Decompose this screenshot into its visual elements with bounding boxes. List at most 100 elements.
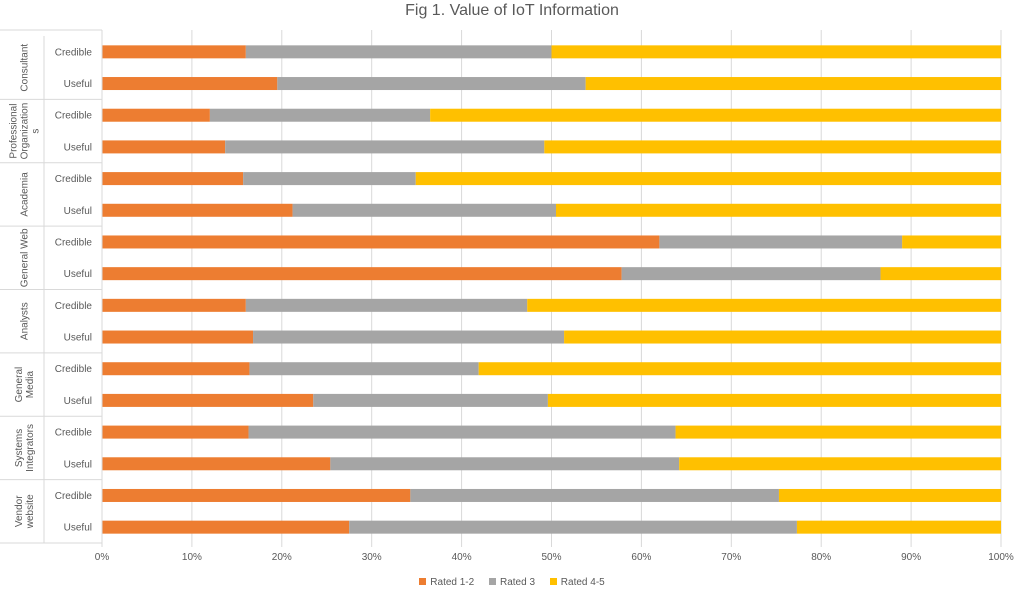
legend-item-rated-3: Rated 3: [488, 576, 536, 590]
bar-consultant-credible-rated-1-2: [102, 45, 246, 59]
row-label-vendor-website-useful: Useful: [64, 523, 92, 534]
row-label-consultant-useful: Useful: [64, 79, 92, 90]
row-label-academia-credible: Credible: [55, 174, 93, 185]
bar-professional-organizations-useful-rated-4-5: [544, 140, 1001, 154]
bar-academia-useful-rated-3: [292, 203, 556, 217]
group-label-vendor-website: Vendorwebsite: [14, 494, 36, 529]
bar-general-media-credible-rated-4-5: [478, 362, 1001, 376]
bar-systems-integrators-credible-rated-1-2: [102, 425, 249, 439]
bar-consultant-credible-rated-3: [245, 45, 552, 59]
x-tick-label-90: 90%: [901, 552, 921, 563]
group-label-line: General Web: [20, 228, 31, 287]
row-label-vendor-website-credible: Credible: [55, 491, 93, 502]
x-tick-label-30: 30%: [362, 552, 382, 563]
row-label-professional-organizations-credible: Credible: [55, 111, 93, 122]
group-label-consultant: Consultant: [20, 44, 31, 92]
bar-vendor-website-useful-rated-4-5: [796, 520, 1001, 534]
group-label-line: website: [25, 494, 36, 529]
bar-professional-organizations-credible-rated-4-5: [430, 108, 1001, 122]
bar-vendor-website-credible-rated-3: [410, 488, 779, 502]
group-label-line: Systems: [14, 429, 25, 467]
group-label-line: Analysts: [20, 302, 31, 340]
row-label-systems-integrators-useful: Useful: [64, 459, 92, 470]
group-label-line: Media: [25, 371, 36, 399]
bar-vendor-website-useful-rated-1-2: [102, 520, 350, 534]
row-label-analysts-credible: Credible: [55, 301, 93, 312]
bar-analysts-useful-rated-1-2: [102, 330, 254, 344]
row-label-general-media-credible: Credible: [55, 364, 93, 375]
group-label-general-media: GeneralMedia: [14, 367, 36, 403]
row-label-general-web-useful: Useful: [64, 269, 92, 280]
legend-label-rated-1-2: Rated 1-2: [430, 577, 475, 588]
legend-label-rated-4-5: Rated 4-5: [560, 577, 605, 588]
group-label-line: Professional: [9, 104, 20, 159]
bar-general-web-useful-rated-4-5: [880, 267, 1001, 281]
legend-swatch-rated-1-2: [419, 578, 427, 585]
legend-label-rated-3: Rated 3: [499, 577, 536, 588]
x-tick-label-40: 40%: [452, 552, 472, 563]
bar-systems-integrators-credible-rated-3: [248, 425, 676, 439]
group-label-line: s: [31, 129, 42, 134]
legend: Rated 1-2 Rated 3 Rated 4-5: [0, 576, 1024, 590]
group-label-professional-organizations: ProfessionalOrganizations: [9, 103, 42, 160]
bar-general-media-credible-rated-3: [249, 362, 479, 376]
bar-general-web-credible-rated-3: [659, 235, 903, 249]
bar-general-media-useful-rated-1-2: [102, 393, 314, 407]
bar-consultant-useful-rated-3: [277, 77, 586, 91]
legend-swatch-rated-3: [488, 578, 496, 585]
x-tick-label-0: 0%: [95, 552, 110, 563]
row-label-systems-integrators-credible: Credible: [55, 428, 93, 439]
bar-analysts-useful-rated-3: [253, 330, 565, 344]
group-label-line: Academia: [20, 172, 31, 217]
bar-systems-integrators-useful-rated-3: [330, 457, 680, 471]
row-label-analysts-useful: Useful: [64, 333, 92, 344]
bar-consultant-useful-rated-1-2: [102, 77, 278, 91]
legend-swatch-rated-4-5: [549, 578, 557, 585]
group-label-line: General: [14, 367, 25, 403]
group-label-academia: Academia: [20, 172, 31, 217]
bar-analysts-useful-rated-4-5: [564, 330, 1001, 344]
bar-professional-organizations-useful-rated-3: [225, 140, 545, 154]
x-tick-label-60: 60%: [631, 552, 651, 563]
legend-item-rated-1-2: Rated 1-2: [419, 576, 474, 590]
row-label-general-web-credible: Credible: [55, 237, 93, 248]
bar-general-media-useful-rated-4-5: [547, 393, 1001, 407]
bar-academia-useful-rated-4-5: [555, 203, 1001, 217]
x-tick-label-100: 100%: [988, 552, 1014, 563]
bar-general-web-credible-rated-4-5: [902, 235, 1001, 249]
bar-academia-useful-rated-1-2: [102, 203, 293, 217]
row-label-academia-useful: Useful: [64, 206, 92, 217]
bar-general-media-credible-rated-1-2: [102, 362, 250, 376]
group-label-general-web: General Web: [20, 228, 31, 287]
bar-academia-credible-rated-4-5: [415, 172, 1002, 186]
bar-vendor-website-credible-rated-4-5: [778, 488, 1001, 502]
row-label-consultant-credible: Credible: [55, 47, 93, 58]
bar-analysts-credible-rated-1-2: [102, 298, 246, 312]
bar-general-web-useful-rated-1-2: [102, 267, 622, 281]
x-tick-label-80: 80%: [811, 552, 831, 563]
bar-systems-integrators-useful-rated-4-5: [679, 457, 1001, 471]
group-label-line: Vendor: [14, 495, 25, 527]
bar-general-web-credible-rated-1-2: [102, 235, 660, 249]
x-tick-label-20: 20%: [272, 552, 292, 563]
row-label-general-media-useful: Useful: [64, 396, 92, 407]
bar-professional-organizations-useful-rated-1-2: [102, 140, 226, 154]
bar-systems-integrators-useful-rated-1-2: [102, 457, 331, 471]
bar-consultant-useful-rated-4-5: [585, 77, 1001, 91]
row-label-professional-organizations-useful: Useful: [64, 142, 92, 153]
bar-academia-credible-rated-1-2: [102, 172, 244, 186]
x-tick-label-10: 10%: [182, 552, 202, 563]
bar-professional-organizations-credible-rated-3: [209, 108, 431, 122]
legend-item-rated-4-5: Rated 4-5: [549, 576, 605, 590]
bar-vendor-website-credible-rated-1-2: [102, 488, 411, 502]
group-label-line: Organization: [20, 103, 31, 160]
bar-consultant-credible-rated-4-5: [551, 45, 1001, 59]
bar-professional-organizations-credible-rated-1-2: [102, 108, 210, 122]
group-label-analysts: Analysts: [20, 302, 31, 340]
bar-analysts-credible-rated-4-5: [527, 298, 1001, 312]
chart-title: Fig 1. Value of IoT Information: [405, 2, 619, 19]
bar-general-web-useful-rated-3: [621, 267, 881, 281]
bar-systems-integrators-credible-rated-4-5: [675, 425, 1001, 439]
group-label-line: Consultant: [20, 44, 31, 92]
